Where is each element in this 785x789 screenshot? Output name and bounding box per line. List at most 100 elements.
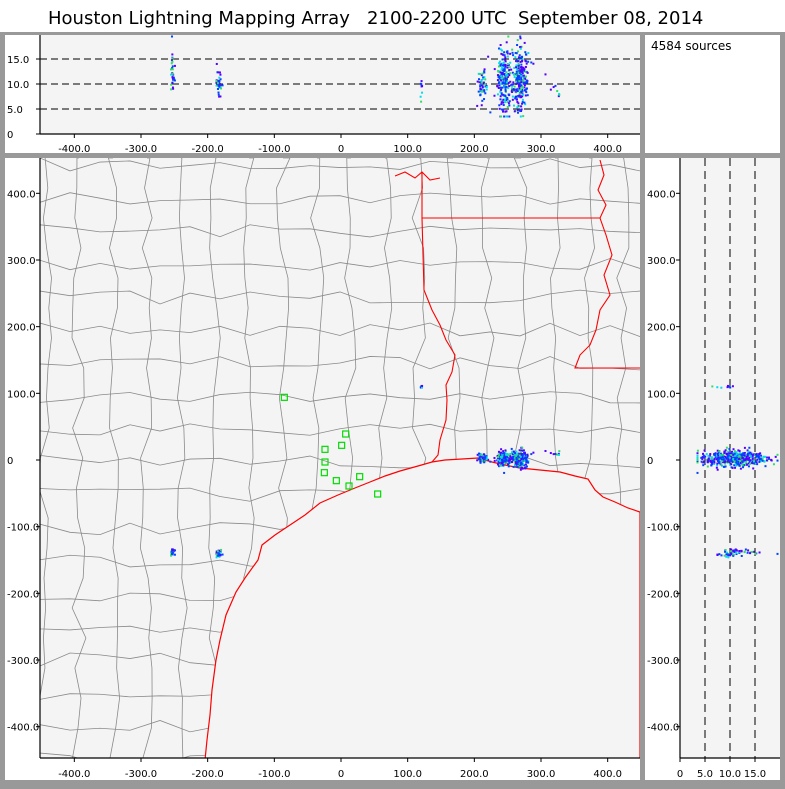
source-point xyxy=(513,457,516,460)
source-point xyxy=(506,66,509,69)
source-point xyxy=(511,458,514,461)
source-point xyxy=(171,76,174,79)
source-point xyxy=(485,456,488,459)
source-point xyxy=(776,459,779,462)
source-point xyxy=(725,446,728,449)
source-point xyxy=(523,68,526,71)
source-point xyxy=(502,110,505,113)
source-point xyxy=(751,458,754,461)
source-point xyxy=(735,451,738,454)
source-point xyxy=(715,454,718,457)
source-point xyxy=(483,70,486,73)
source-point xyxy=(732,457,735,460)
source-point xyxy=(752,453,755,456)
source-point xyxy=(215,81,218,84)
source-point xyxy=(738,449,741,452)
source-point xyxy=(558,453,561,456)
source-point xyxy=(478,452,481,455)
source-point xyxy=(764,465,767,468)
source-point xyxy=(525,88,528,91)
source-point xyxy=(505,41,508,44)
source-point xyxy=(516,90,519,93)
county-line xyxy=(40,454,640,469)
source-point xyxy=(501,53,504,56)
plan-sources xyxy=(169,384,561,559)
source-point xyxy=(737,459,740,462)
source-point xyxy=(171,548,174,551)
source-point xyxy=(515,74,518,77)
source-point xyxy=(505,78,508,81)
source-point xyxy=(171,549,174,552)
source-point xyxy=(737,464,740,467)
gulf-of-mexico xyxy=(204,457,640,758)
source-point xyxy=(520,452,523,455)
station-marker xyxy=(320,469,328,477)
source-point xyxy=(500,108,503,111)
source-point xyxy=(756,463,759,466)
plan-axes: 400.0 300.0 200.0 100.0 0 -100.0 -200.0 -300.0 -… xyxy=(7,158,640,780)
source-point xyxy=(500,68,503,71)
source-point xyxy=(499,86,502,89)
source-point xyxy=(515,64,518,67)
source-point xyxy=(501,86,504,89)
source-point xyxy=(524,454,527,457)
source-point xyxy=(512,455,515,458)
source-point xyxy=(501,58,504,61)
source-point xyxy=(516,39,519,42)
source-point xyxy=(504,91,507,94)
source-point xyxy=(731,460,734,463)
source-point xyxy=(776,552,779,555)
source-point xyxy=(220,87,223,90)
source-point xyxy=(509,61,512,64)
source-point xyxy=(518,464,521,467)
source-point xyxy=(696,456,699,459)
source-point xyxy=(526,94,529,97)
source-point xyxy=(727,457,730,460)
source-point xyxy=(696,449,699,452)
source-point xyxy=(735,549,738,552)
source-point xyxy=(513,453,516,456)
source-point xyxy=(737,449,740,452)
source-point xyxy=(746,463,749,466)
source-point xyxy=(735,464,738,467)
source-point xyxy=(523,101,526,104)
source-point xyxy=(521,102,524,105)
y-tick-label: -100.0 xyxy=(7,523,39,534)
source-point xyxy=(521,453,524,456)
source-point xyxy=(519,88,522,91)
y-tick-label: 0 xyxy=(7,456,13,467)
source-point xyxy=(516,463,519,466)
source-point xyxy=(515,80,518,83)
source-point xyxy=(707,454,710,457)
source-point xyxy=(521,80,524,83)
source-point xyxy=(715,466,718,469)
source-point xyxy=(476,453,479,456)
source-point xyxy=(520,84,523,87)
source-point xyxy=(498,62,501,65)
x-tick-label: -300.0 xyxy=(125,769,157,780)
source-point xyxy=(760,454,763,457)
source-point xyxy=(483,456,486,459)
x-tick-label: 200.0 xyxy=(460,144,489,155)
source-point xyxy=(170,83,173,86)
source-point xyxy=(516,100,519,103)
source-point xyxy=(549,452,552,455)
source-point xyxy=(480,81,483,84)
source-point xyxy=(481,459,484,462)
source-point xyxy=(519,459,522,462)
source-point xyxy=(730,552,733,555)
source-point xyxy=(741,458,744,461)
source-point xyxy=(758,457,761,460)
source-point xyxy=(479,85,482,88)
source-point xyxy=(521,457,524,460)
source-point xyxy=(530,61,533,64)
source-point xyxy=(503,68,506,71)
source-point xyxy=(729,386,732,389)
source-point xyxy=(499,98,502,101)
county-line xyxy=(71,158,87,758)
source-point xyxy=(520,81,523,84)
source-point xyxy=(721,453,724,456)
source-point xyxy=(502,72,505,75)
source-point xyxy=(218,95,221,98)
source-point xyxy=(515,82,518,85)
